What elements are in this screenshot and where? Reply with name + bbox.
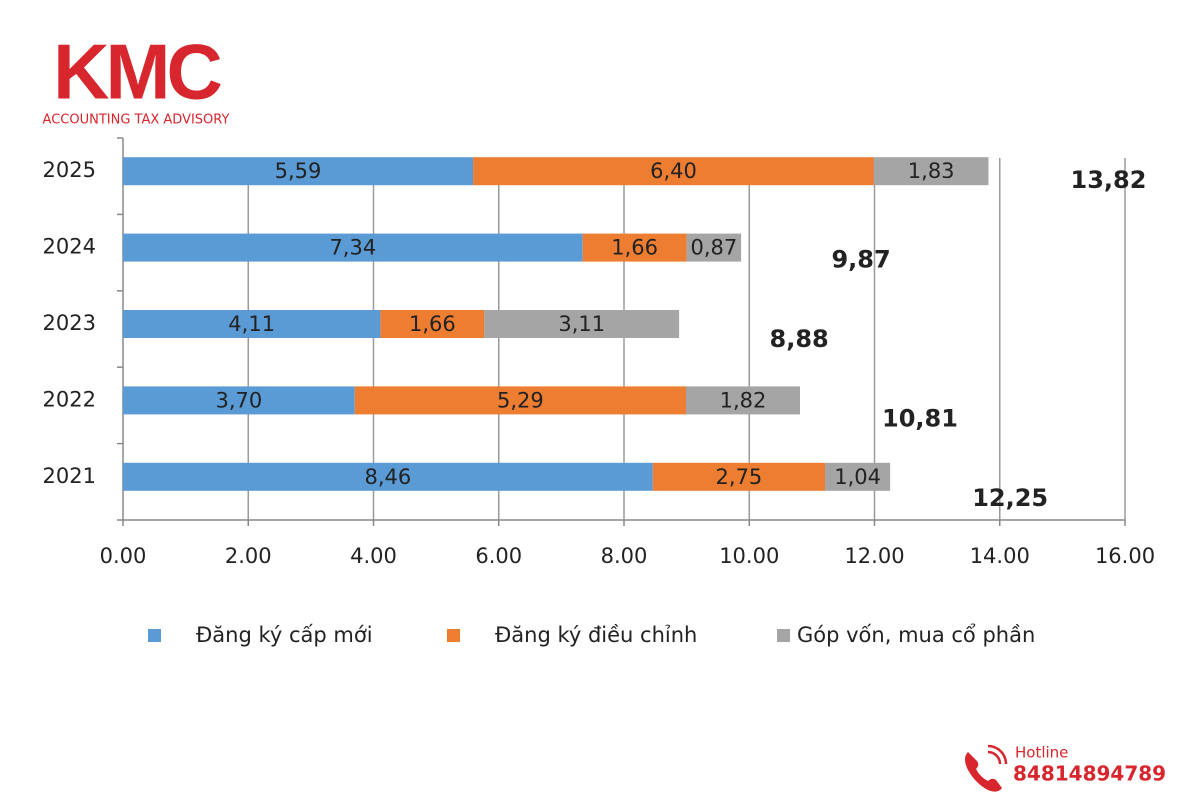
bar-segment — [354, 386, 686, 415]
bar-label: 1,82 — [720, 388, 767, 412]
x-tick-label: 0.00 — [100, 544, 147, 568]
x-tick-label: 4.00 — [350, 544, 397, 568]
y-tick-label: 2025 — [43, 158, 96, 182]
bar-label: 0,87 — [690, 236, 737, 260]
bar-label: 1,66 — [409, 312, 456, 336]
bar-segment — [123, 310, 381, 338]
legend-label: Đăng ký cấp mới — [196, 623, 373, 647]
bar-label: 2,75 — [716, 465, 763, 489]
hotline-label: Hotline — [1015, 744, 1068, 762]
logo-name: KMC — [53, 28, 221, 116]
x-tick-label: 8.00 — [601, 544, 648, 568]
phone-waves — [987, 744, 1008, 765]
legend-label: Đăng ký điều chỉnh — [495, 623, 697, 647]
legend-swatch — [777, 629, 790, 642]
total-label: 8,88 — [770, 325, 829, 353]
legend-swatch — [447, 629, 460, 642]
y-tick-label: 2024 — [43, 235, 96, 259]
legend-swatch — [148, 629, 161, 642]
legend-label: Góp vốn, mua cổ phần — [797, 623, 1035, 647]
bar-label: 1,66 — [611, 236, 658, 260]
bar-label: 1,04 — [834, 465, 881, 489]
bar-label: 5,59 — [275, 159, 322, 183]
bar-label: 8,46 — [365, 465, 412, 489]
bar-segment — [123, 462, 653, 491]
bar-label: 6,40 — [650, 159, 697, 183]
total-label: 10,81 — [882, 404, 958, 432]
x-tick-label: 2.00 — [225, 544, 272, 568]
y-tick-label: 2022 — [43, 387, 96, 411]
bar-segment — [686, 233, 742, 262]
x-tick-label: 14.00 — [970, 544, 1030, 568]
total-label: 13,82 — [1071, 166, 1147, 194]
x-tick-label: 6.00 — [475, 544, 522, 568]
bar-segment — [380, 310, 485, 338]
bar-label: 7,34 — [329, 236, 376, 260]
x-tick-label: 12.00 — [844, 544, 904, 568]
y-tick-label: 2021 — [43, 464, 96, 488]
total-label: 12,25 — [972, 484, 1048, 512]
bar-label: 5,29 — [497, 388, 544, 412]
logo-tagline: ACCOUNTING TAX ADVISORY — [43, 113, 230, 128]
x-tick-label: 10.00 — [719, 544, 779, 568]
bar-segment — [582, 233, 687, 262]
logo: KMC ACCOUNTING TAX ADVISORY — [43, 28, 230, 128]
bar-label: 1,83 — [908, 159, 955, 183]
bar-segment — [473, 157, 874, 186]
bar-segment — [873, 157, 989, 186]
bar-segment — [825, 462, 891, 491]
x-tick-label: 16.00 — [1095, 544, 1155, 568]
phone-icon — [965, 752, 1002, 792]
bar-segment — [123, 157, 474, 186]
bar-segment — [685, 386, 800, 415]
bar-label: 3,70 — [215, 388, 262, 412]
bar-label: 3,11 — [558, 312, 605, 336]
bar-segment — [123, 233, 583, 262]
bar-segment — [652, 462, 826, 491]
hotline: Hotline 84814894789 — [965, 744, 1166, 792]
total-label: 9,87 — [831, 246, 890, 274]
bar-segment — [123, 386, 355, 415]
hotline-number: 84814894789 — [1013, 762, 1166, 786]
bar-segment — [484, 310, 680, 338]
bar-label: 4,11 — [228, 312, 275, 336]
y-tick-label: 2023 — [43, 311, 96, 335]
